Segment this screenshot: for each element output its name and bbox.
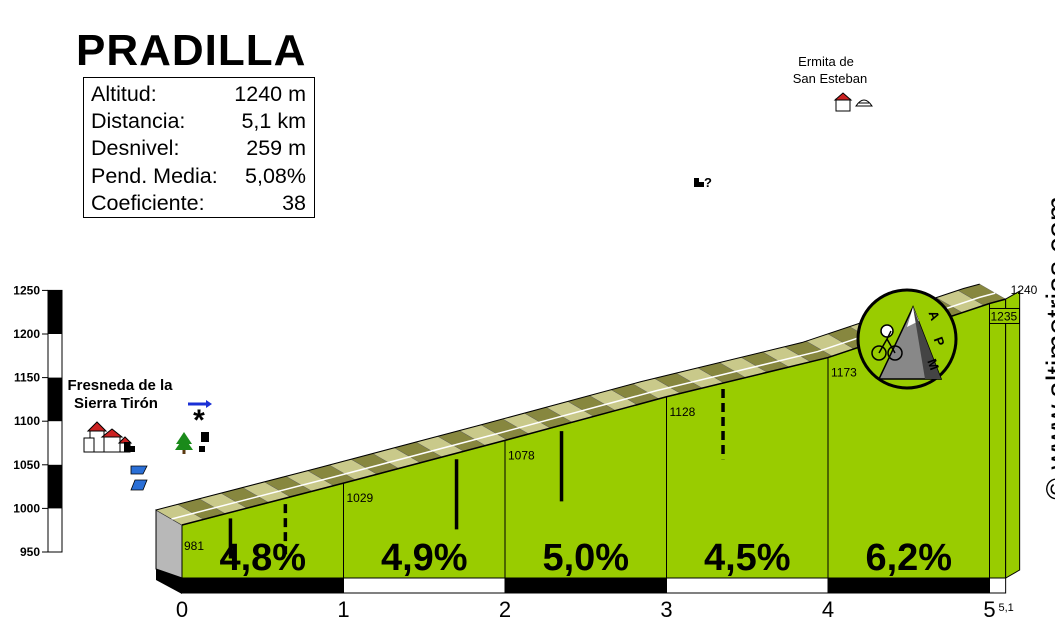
stat-value: 5,1 km [241,109,306,134]
y-scale-block [48,290,62,334]
place-label: San Esteban [793,71,867,86]
stat-row-altitud: Altitud: 1240 m [91,81,306,108]
fountain-icon [124,442,135,452]
gradient-labels: 4,8% 4,9% 5,0% 4,5% 6,2% [219,537,952,579]
stat-value: 38 [282,190,306,215]
y-tick-label: 1000 [13,501,40,515]
stat-label: Coeficiente: [91,190,205,215]
distance-base: 0 1 2 3 4 5 5,1 [156,569,1014,622]
apm-logo: APM [856,288,958,390]
base-segment [666,577,829,594]
stat-value: 5,08% [245,163,306,188]
shelter-icon [855,99,873,107]
road-sign-icon [130,465,148,475]
tree-icon [175,432,193,454]
road-line [171,292,996,520]
stat-row-pendiente: Pend. Media: 5,08% [91,163,306,190]
x-tick-label: 1 [337,597,349,622]
x-tick-label: 5 [983,597,995,622]
stat-row-coeficiente: Coeficiente: 38 [91,190,306,217]
x-tick-label: 2 [499,597,511,622]
elevation-label: 981 [184,539,204,553]
road-sign-icon [130,479,148,491]
y-scale-block [48,464,62,509]
base-segment [989,577,1007,594]
gradient-label: 4,8% [219,537,306,579]
place-label: Ermita de [798,54,854,69]
stat-label: Desnivel: [91,136,180,161]
asterisk-icon: * [193,404,205,437]
hermitage-icon [833,92,853,112]
place-label: Sierra Tirón [74,395,158,412]
gradient-label: 4,9% [381,537,468,579]
elevation-label: 1029 [347,491,374,505]
question-label: ? [704,175,712,190]
stat-value: 259 m [246,136,306,161]
profile-right-side [1005,290,1021,579]
base-segment [181,577,344,594]
stat-label: Altitud: [91,82,157,106]
base-segment [827,577,990,594]
base-side [156,569,182,594]
segment-markers [228,389,725,559]
gradient-label: 6,2% [865,537,952,579]
base-segment [504,577,667,594]
y-tick-label: 950 [20,545,40,559]
x-tick-label: 4 [822,597,834,622]
x-tick-label: 0 [176,597,188,622]
gradient-label: 5,0% [542,537,629,579]
stat-label: Pend. Media: [91,163,218,188]
surface-back-edge [155,283,980,511]
stat-value: 1240 m [234,82,306,106]
arrow-icon [206,400,212,408]
place-label: Fresneda de la [67,377,173,394]
elevation-label-box [989,307,1020,324]
gradient-label: 4,5% [704,537,791,579]
watermark: © www.altimetrias.com [1041,196,1055,500]
y-scale-block [48,377,62,422]
elevation-label: 1128 [670,405,696,419]
stat-row-distancia: Distancia: 5,1 km [91,108,306,135]
y-tick-label: 1250 [13,283,40,297]
village-icon [83,421,133,453]
y-tick-label: 1150 [14,371,40,385]
elevation-label: 1078 [508,448,535,462]
fountain-icon [199,432,209,452]
chart-title: PRADILLA [76,26,307,75]
y-tick-label: 1100 [14,414,40,428]
x-end-label: 5,1 [999,602,1014,614]
stats-box: Altitud: 1240 m Distancia: 5,1 km Desniv… [83,77,315,218]
y-tick-label: 1050 [13,458,40,472]
base-segment [343,577,506,594]
logo-letter: M [924,357,942,372]
x-tick-label: 3 [660,597,672,622]
ruin-icon [694,178,704,187]
y-scale: 950 1000 1050 1100 1150 1200 1250 [13,283,63,559]
y-tick-label: 1200 [13,327,40,341]
elevation-label: 1240 [1011,283,1038,297]
stat-row-desnivel: Desnivel: 259 m [91,135,306,162]
stat-label: Distancia: [91,109,186,134]
elevation-label: 1173 [831,366,857,380]
elevation-label: 1235 [991,309,1018,323]
